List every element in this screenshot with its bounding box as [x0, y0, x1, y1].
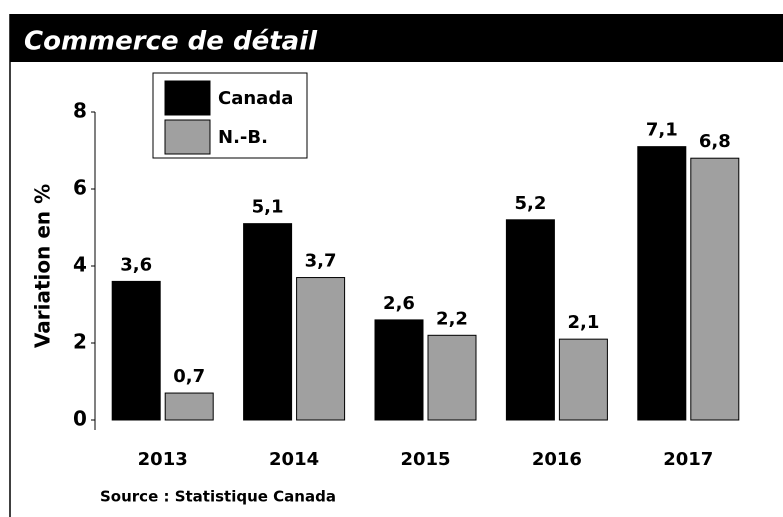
x-tick-label: 2013 — [138, 449, 188, 470]
bar — [690, 157, 740, 421]
y-tick-label: 2 — [73, 330, 87, 354]
value-label: 2,1 — [567, 312, 599, 333]
bar — [427, 334, 477, 421]
value-label: 5,1 — [252, 197, 284, 218]
legend-label: N.-B. — [218, 127, 268, 148]
chart-title: Commerce de détail — [24, 27, 318, 57]
bar — [374, 319, 424, 421]
bar — [296, 277, 346, 421]
bar — [243, 223, 293, 421]
bar — [505, 219, 555, 421]
x-tick-label: 2017 — [663, 449, 713, 470]
value-label: 2,6 — [383, 293, 415, 314]
value-label: 6,8 — [699, 131, 731, 152]
bar — [558, 338, 608, 421]
value-label: 5,2 — [514, 193, 546, 214]
value-label: 0,7 — [173, 366, 205, 387]
x-tick-label: 2015 — [400, 449, 450, 470]
bar — [164, 392, 214, 421]
value-label: 3,7 — [305, 251, 337, 272]
x-tick-label: 2016 — [532, 449, 582, 470]
title-bar — [10, 14, 783, 62]
legend-label: Canada — [218, 88, 293, 109]
legend-swatch — [164, 119, 211, 155]
y-tick-label: 8 — [73, 99, 87, 123]
y-tick-label: 0 — [73, 407, 87, 431]
value-label: 2,2 — [436, 308, 468, 329]
y-tick-label: 6 — [73, 176, 87, 200]
bar — [111, 280, 161, 421]
y-tick-label: 4 — [73, 253, 87, 277]
value-label: 3,6 — [120, 254, 152, 275]
legend-swatch — [164, 80, 211, 116]
x-tick-label: 2014 — [269, 449, 319, 470]
bar — [637, 146, 687, 421]
y-axis-label: Variation en % — [31, 184, 55, 348]
value-label: 7,1 — [646, 120, 678, 141]
source: Source : Statistique Canada — [100, 488, 336, 506]
